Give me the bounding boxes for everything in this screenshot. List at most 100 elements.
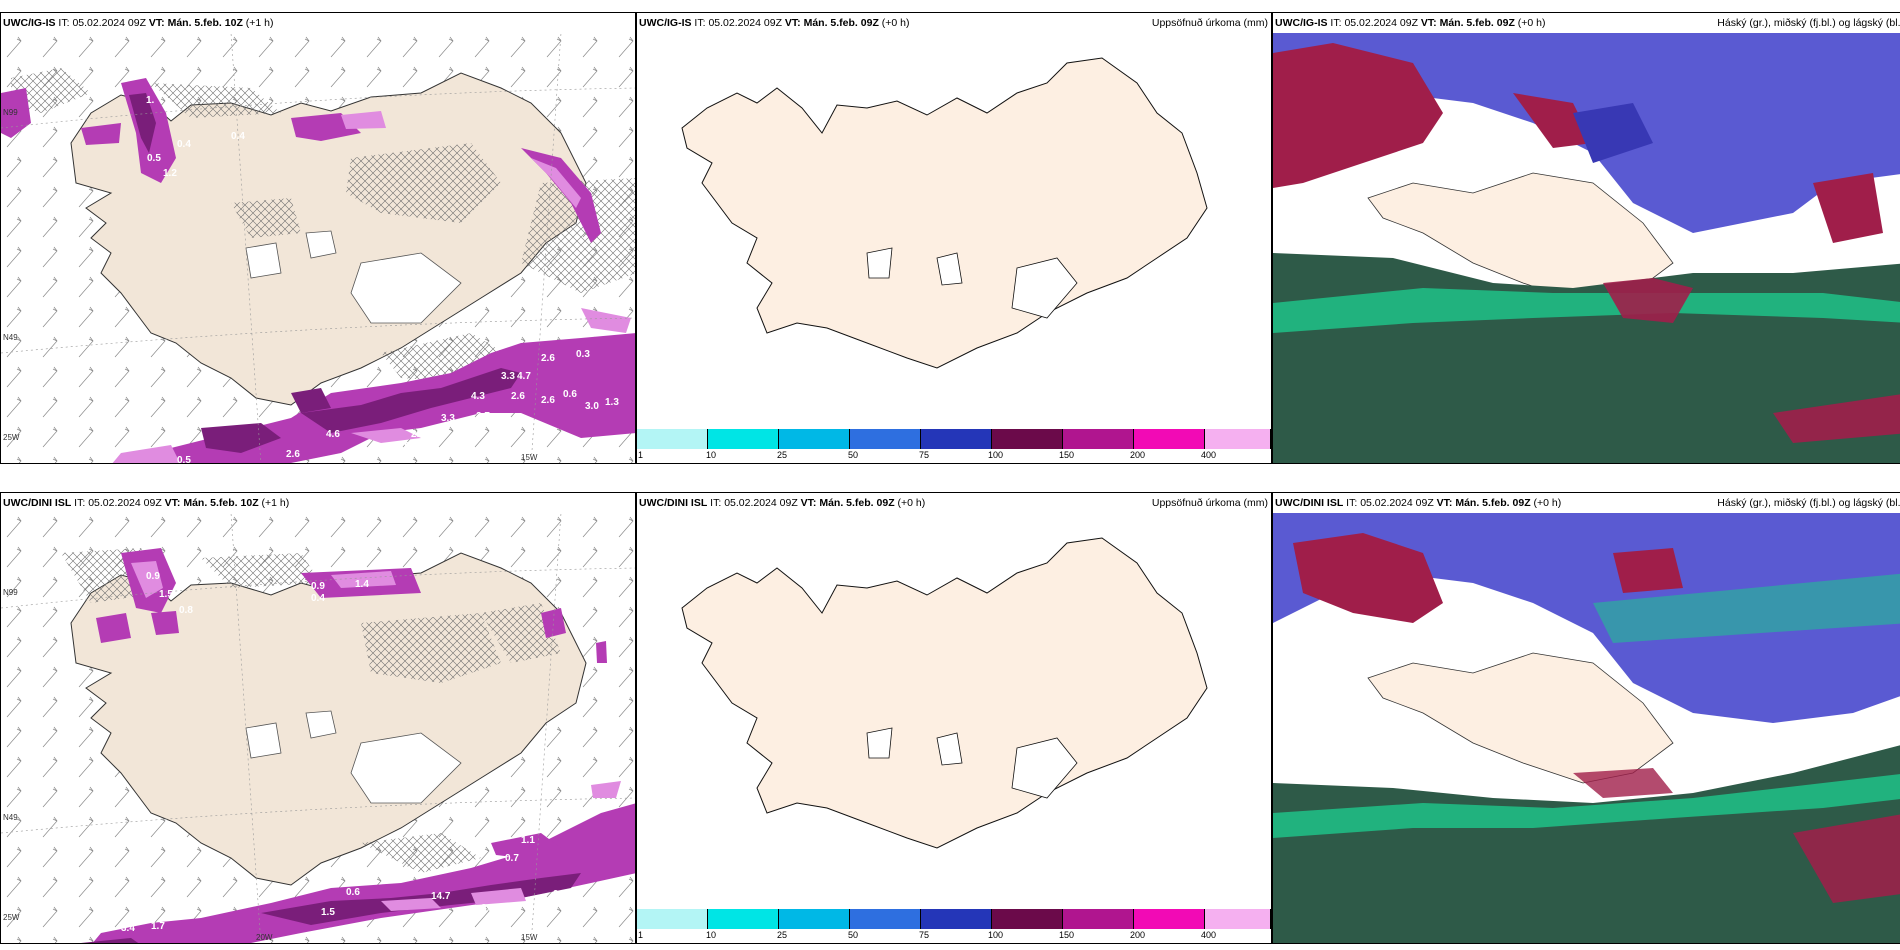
colorbar-swatch: [921, 429, 992, 449]
colorbar-swatch: [779, 909, 850, 929]
panel-title: Uppsöfnuð úrkoma (mm): [1151, 497, 1268, 509]
value-label: 0.6: [563, 389, 577, 400]
panel-r1-clouds: UWC/IG-IS IT: 05.02.2024 09Z VT: Mán. 5.…: [1272, 12, 1900, 464]
iceland-land: [70, 552, 587, 886]
colorbar-swatch: [921, 909, 992, 929]
lat-label: N49: [3, 333, 18, 342]
value-label: 14.7: [431, 891, 451, 902]
lon-label: 15W: [521, 453, 538, 462]
colorbar-swatch: [1063, 909, 1134, 929]
value-label: 2.6: [286, 449, 300, 460]
value-label: 1.9: [396, 441, 410, 452]
graticule: [1, 33, 635, 463]
colorbar-tick: 400: [1201, 450, 1217, 460]
precip-colorbar: 1 10 25 50 75 100 150 200 400: [637, 429, 1271, 463]
panel-title: Háský (gr.), miðský (fj.bl.) og lágský (…: [1717, 17, 1900, 29]
value-label: 0.6: [346, 887, 360, 898]
value-label: 4.6: [326, 429, 340, 440]
colorbar-swatch: [1205, 909, 1271, 929]
colorbar-tick: 1: [638, 930, 644, 940]
value-label: 0.8: [179, 605, 193, 616]
accum-precip-map: [681, 537, 1208, 849]
panel-r2-accum-precip: UWC/DINI ISL IT: 05.02.2024 09Z VT: Mán.…: [636, 492, 1272, 944]
colorbar-tick: 25: [777, 930, 788, 940]
panel-title: Uppsöfnuð úrkoma (mm): [1151, 17, 1268, 29]
value-label: 9.1: [553, 889, 567, 900]
colorbar-tick: 75: [919, 450, 930, 460]
value-label: 4.3: [471, 391, 485, 402]
colorbar-tick: 150: [1059, 450, 1075, 460]
colorbar-swatch: [779, 429, 850, 449]
colorbar-swatch: [1063, 429, 1134, 449]
lon-label: 20W: [256, 933, 273, 942]
value-label: 0.4: [311, 593, 325, 604]
colorbar-swatch: [850, 909, 921, 929]
value-label: 1.7: [151, 921, 165, 932]
panel-r1-wind-precip: UWC/IG-IS IT: 05.02.2024 09Z VT: Mán. 5.…: [0, 12, 636, 464]
panel-header: UWC/DINI ISL IT: 05.02.2024 09Z VT: Mán.…: [1273, 493, 1900, 513]
panel-header: UWC/IG-IS IT: 05.02.2024 09Z VT: Mán. 5.…: [1273, 13, 1900, 33]
value-label: 0.4: [177, 139, 191, 150]
lat-label: N99: [3, 588, 18, 597]
graticule: [1, 513, 635, 943]
colorbar-swatch: [1205, 429, 1271, 449]
panel-r1-accum-precip: UWC/IG-IS IT: 05.02.2024 09Z VT: Mán. 5.…: [636, 12, 1272, 464]
panel-r2-wind-precip: UWC/DINI ISL IT: 05.02.2024 09Z VT: Mán.…: [0, 492, 636, 944]
value-label: 1.1: [521, 835, 535, 846]
colorbar-tick: 200: [1130, 450, 1146, 460]
colorbar-swatch: [1134, 909, 1205, 929]
colorbar-swatch: [850, 429, 921, 449]
value-label: 1.5: [159, 589, 173, 600]
colorbar-tick: 10: [706, 450, 717, 460]
value-label: 2.7: [476, 411, 490, 422]
value-label: 2.6: [541, 353, 555, 364]
value-label: 3.0: [585, 401, 599, 412]
value-label: 0.7: [505, 853, 519, 864]
colorbar-swatch: [708, 429, 779, 449]
colorbar-tick: 150: [1059, 930, 1075, 940]
colorbar-tick: 75: [919, 930, 930, 940]
panel-title: Háský (gr.), miðský (fj.bl.) og lágský (…: [1717, 497, 1900, 509]
value-label: 3.3: [441, 413, 455, 424]
precip-colorbar: 1 10 25 50 75 100 150 200 400: [637, 909, 1271, 943]
iceland-land: [70, 72, 587, 406]
colorbar-tick: 200: [1130, 930, 1146, 940]
panel-r2-clouds: UWC/DINI ISL IT: 05.02.2024 09Z VT: Mán.…: [1272, 492, 1900, 944]
wind-precip-map: [1, 33, 635, 463]
precipitation-areas: [1, 78, 635, 463]
value-label: 0.3: [576, 349, 590, 360]
panel-header: UWC/DINI ISL IT: 05.02.2024 09Z VT: Mán.…: [637, 493, 1271, 513]
cloud-cover-map: [1273, 33, 1900, 463]
colorbar-swatch: [992, 909, 1063, 929]
panel-header: UWC/IG-IS IT: 05.02.2024 09Z VT: Mán. 5.…: [637, 13, 1271, 33]
value-label: 2.2: [411, 429, 425, 440]
lon-label: 25W: [3, 433, 20, 442]
colorbar-swatch: [637, 909, 708, 929]
value-label: 3.3: [501, 371, 515, 382]
colorbar-tick: 100: [988, 450, 1004, 460]
lat-label: N49: [3, 813, 18, 822]
value-label: 1.3: [605, 397, 619, 408]
accum-precip-map: [681, 57, 1208, 369]
value-label: 1.: [146, 95, 155, 106]
colorbar-tick: 50: [848, 930, 859, 940]
colorbar-swatch: [637, 429, 708, 449]
value-label: 8.2: [481, 903, 495, 914]
value-label: 0.4: [231, 131, 245, 142]
value-label: 1.4: [355, 579, 369, 590]
lon-label: 15W: [521, 933, 538, 942]
colorbar-tick: 100: [988, 930, 1004, 940]
value-label: 0.5: [147, 153, 161, 164]
value-label: 1.5: [321, 907, 335, 918]
colorbar-tick: 1: [638, 450, 644, 460]
value-label: 3.4: [121, 923, 135, 934]
colorbar-tick: 400: [1201, 930, 1217, 940]
value-label: 0.9: [146, 571, 160, 582]
lat-label: N99: [3, 108, 18, 117]
colorbar-tick: 10: [706, 930, 717, 940]
lon-label: 25W: [3, 913, 20, 922]
colorbar-swatch: [708, 909, 779, 929]
cloud-cover-map: [1273, 513, 1900, 943]
value-label: 2.6: [541, 395, 555, 406]
colorbar-tick: 50: [848, 450, 859, 460]
